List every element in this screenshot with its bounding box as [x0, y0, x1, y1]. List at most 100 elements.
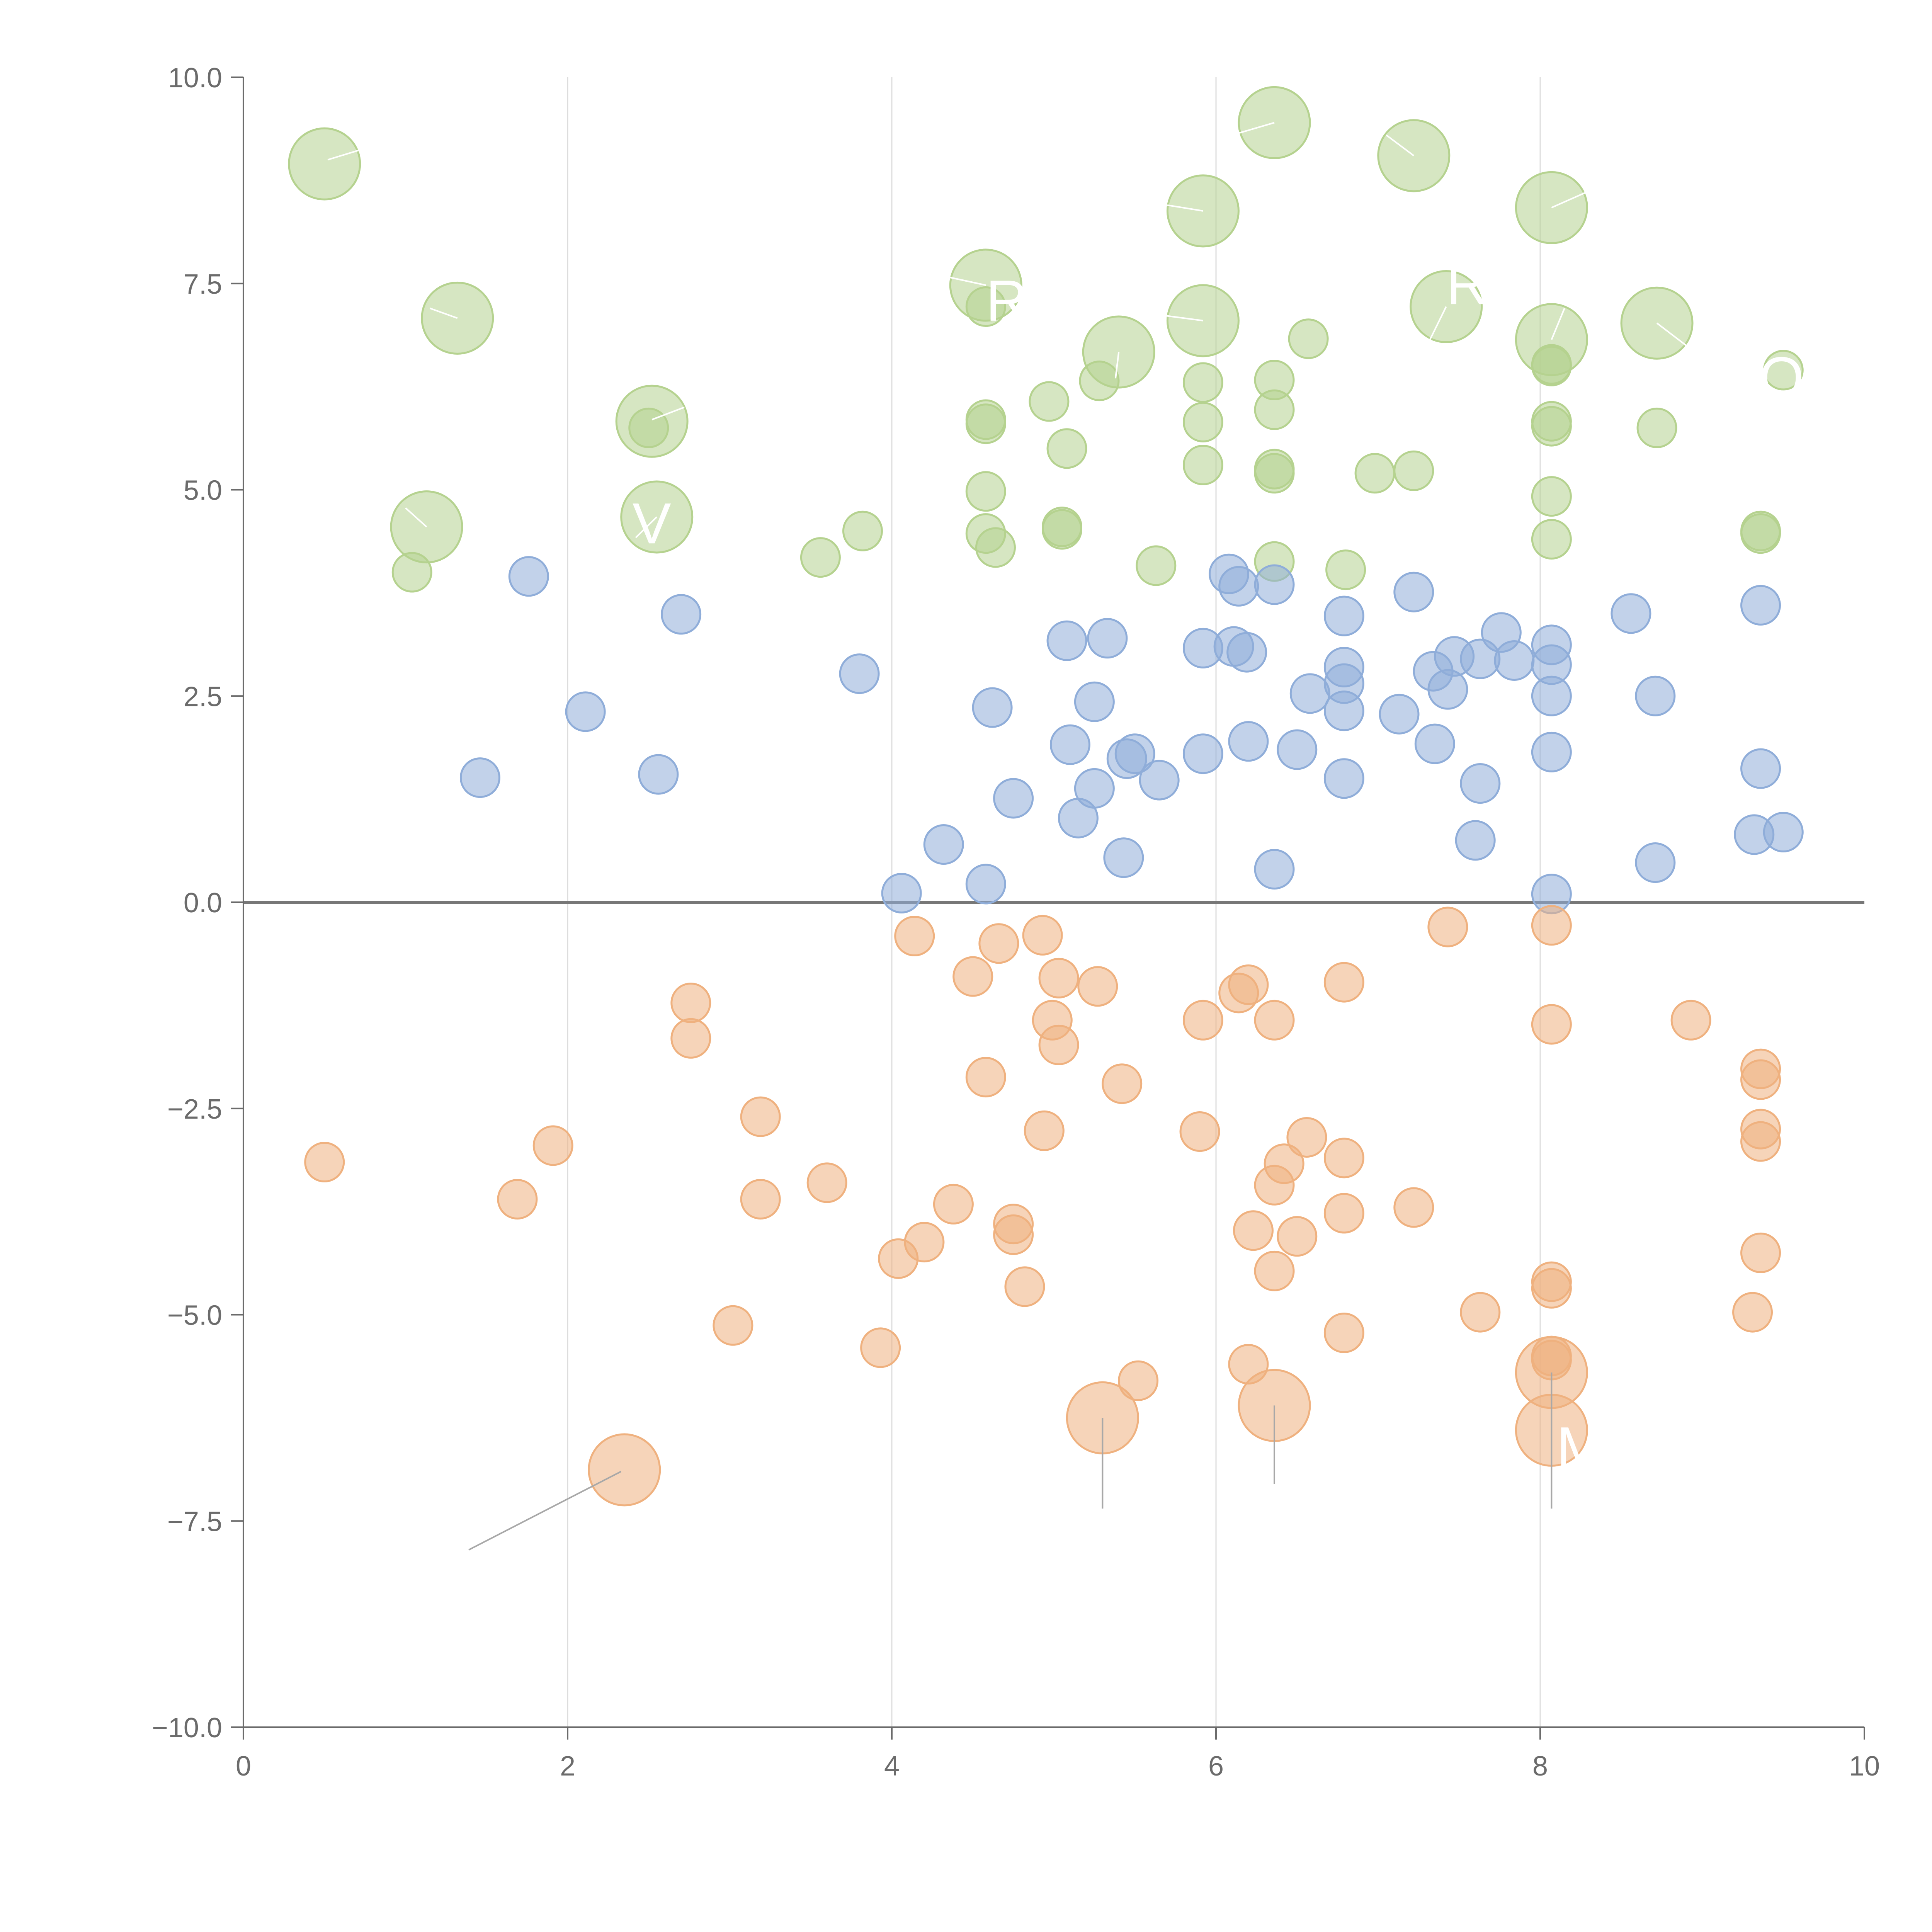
- blue-bubble: [1254, 849, 1295, 890]
- annotations: I R R O V M: [341, 78, 1804, 1480]
- annotation-label: R: [1446, 252, 1488, 316]
- leader-line: [1656, 322, 1690, 349]
- orange-bubble: [978, 923, 1019, 964]
- x-tick-label: 6: [1208, 1751, 1224, 1782]
- leader-line: [635, 516, 658, 538]
- green-bubble: [842, 510, 883, 551]
- orange-bubble: [740, 1096, 781, 1137]
- green-bubble: [1041, 509, 1082, 550]
- green-bubble: [1288, 318, 1329, 359]
- orange-bubble: [1118, 1360, 1159, 1401]
- leader-line: [1114, 352, 1120, 379]
- orange-bubble: [670, 1018, 711, 1059]
- blue-bubble: [1087, 618, 1128, 659]
- annotation-label: I: [341, 78, 357, 143]
- orange-bubble: [1038, 957, 1079, 998]
- orange-bubble: [1732, 1292, 1773, 1333]
- y-tick-label: 0.0: [184, 888, 222, 918]
- leader-line: [468, 1471, 622, 1551]
- blue-bubble: [972, 687, 1013, 728]
- orange-bubble: [1323, 962, 1364, 1003]
- orange-bubble: [670, 982, 711, 1023]
- blue-bubble: [1763, 812, 1804, 853]
- orange-bubble: [1024, 1110, 1065, 1151]
- orange-bubble: [806, 1162, 847, 1203]
- leader-line: [1551, 190, 1589, 209]
- blue-bubble: [965, 864, 1006, 905]
- orange-bubble: [588, 1433, 661, 1507]
- blue-bubble: [1074, 768, 1115, 809]
- blue-bubble: [1046, 620, 1087, 661]
- orange-bubble: [904, 1222, 945, 1263]
- y-tick-label: 5.0: [184, 475, 222, 506]
- orange-bubble: [952, 956, 993, 997]
- annotation-label: R: [986, 268, 1027, 333]
- green-bubble: [1254, 453, 1295, 494]
- blue-bubble: [1323, 758, 1364, 799]
- blue-bubble: [923, 824, 964, 865]
- blue-bubble: [1182, 733, 1223, 774]
- orange-bubble: [1277, 1216, 1318, 1257]
- blue-bubble: [1218, 566, 1259, 607]
- orange-bubble: [713, 1305, 753, 1346]
- blue-bubble: [1635, 842, 1676, 883]
- blue-bubble: [459, 757, 500, 798]
- green-bubble: [1531, 519, 1572, 560]
- blue-bubble: [1254, 564, 1295, 605]
- blue-bubble: [1226, 632, 1267, 673]
- blue-bubble: [1635, 675, 1676, 716]
- blue-bubble: [1611, 593, 1651, 634]
- blue-bubble: [1114, 733, 1155, 774]
- orange-bubble: [1254, 1000, 1295, 1041]
- y-tick-label: 7.5: [184, 269, 222, 300]
- leader-line: [1232, 122, 1275, 136]
- y-tick-label: 10.0: [168, 63, 222, 94]
- x-tick-label: 0: [236, 1751, 251, 1782]
- green-bubble: [1046, 428, 1087, 469]
- blue-bubble: [1740, 585, 1781, 626]
- green-bubble: [1325, 549, 1366, 590]
- leader-line: [429, 307, 458, 319]
- orange-bubble: [1393, 1187, 1434, 1228]
- blue-bubble: [1277, 729, 1318, 770]
- orange-bubble: [1233, 1210, 1274, 1251]
- orange-bubble: [1323, 1138, 1364, 1179]
- blue-bubble: [1455, 820, 1496, 861]
- orange-bubble: [532, 1125, 573, 1166]
- orange-bubble: [1179, 1111, 1220, 1152]
- leader-line: [651, 406, 685, 420]
- green-bubble: [1182, 362, 1223, 403]
- leader-line: [1386, 134, 1414, 156]
- blue-bubble: [1531, 731, 1572, 772]
- leader-line: [1551, 308, 1565, 340]
- orange-bubble: [1323, 1193, 1364, 1234]
- orange-bubble: [1004, 1266, 1045, 1307]
- green-bubble: [1029, 381, 1070, 422]
- green-bubble: [1531, 406, 1572, 447]
- orange-bubble: [1254, 1250, 1295, 1291]
- orange-bubble: [1102, 1063, 1143, 1104]
- green-bubble: [965, 403, 1006, 444]
- orange-bubble: [860, 1327, 901, 1368]
- orange-bubble: [894, 916, 935, 957]
- blue-bubble: [1460, 763, 1501, 804]
- axes: 0 2 4 6 8 10 10.0 7.5 5.0 2.5 0.0 −2.5 −5.0 −7.5 −10.0: [152, 63, 1880, 1782]
- orange-bubble: [1264, 1143, 1304, 1184]
- green-bubble: [965, 471, 1006, 512]
- leader-line: [1429, 306, 1447, 340]
- green-bubble: [1740, 513, 1781, 554]
- x-tick-label: 10: [1849, 1751, 1880, 1782]
- blue-bubble: [661, 594, 702, 635]
- orange-bubble: [1038, 1024, 1079, 1065]
- orange-bubble: [965, 1057, 1006, 1098]
- orange-bubble: [1228, 964, 1269, 1005]
- orange-bubble: [1531, 905, 1572, 946]
- blue-bubble: [1427, 669, 1468, 710]
- y-tick-label: 2.5: [184, 681, 222, 712]
- green-bubble: [391, 552, 432, 593]
- annotation-label: M: [1556, 1415, 1605, 1480]
- orange-bubble: [1531, 1004, 1572, 1045]
- blue-bubble: [1494, 640, 1535, 681]
- green-bubble: [1636, 407, 1677, 448]
